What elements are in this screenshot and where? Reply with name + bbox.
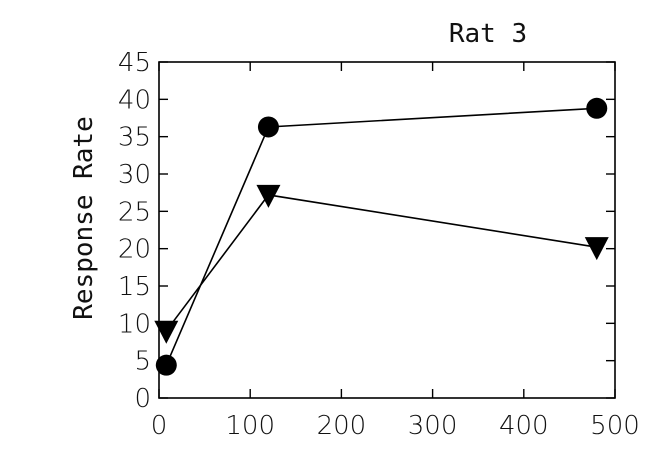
plot-area: 0 5 10 15 20 25 30 35 40 45 0 100 200 300 400 500: [118, 48, 640, 441]
series-1-point-0: [154, 320, 179, 344]
y-tick-label-2: 10: [118, 309, 151, 339]
series-0-point-0: [155, 354, 177, 376]
x-tick-label-0: 0: [151, 411, 168, 441]
plot-frame: [158, 61, 616, 399]
series-1-point-2: [584, 237, 609, 261]
x-tick-label-4: 400: [499, 411, 549, 441]
y-axis-label: Response Rate: [69, 116, 99, 320]
y-tick-label-6: 30: [118, 160, 151, 190]
y-tick-label-5: 25: [118, 197, 151, 227]
series-0-point-2: [586, 97, 608, 119]
series-1-point-1: [256, 184, 281, 208]
y-tick-label-1: 5: [134, 347, 151, 377]
y-tick-label-7: 35: [118, 123, 151, 153]
chart-title: Rat 3: [449, 19, 527, 49]
y-tick-label-9: 45: [118, 48, 151, 78]
y-tick-label-8: 40: [118, 85, 151, 115]
y-tick-label-0: 0: [134, 384, 151, 414]
x-tick-label-3: 300: [408, 411, 458, 441]
y-tick-label-3: 15: [118, 272, 151, 302]
x-tick-label-1: 100: [225, 411, 275, 441]
y-tick-label-4: 20: [118, 235, 151, 265]
series-0-point-1: [257, 116, 279, 138]
x-tick-label-2: 200: [317, 411, 367, 441]
x-tick-label-5: 500: [590, 411, 640, 441]
